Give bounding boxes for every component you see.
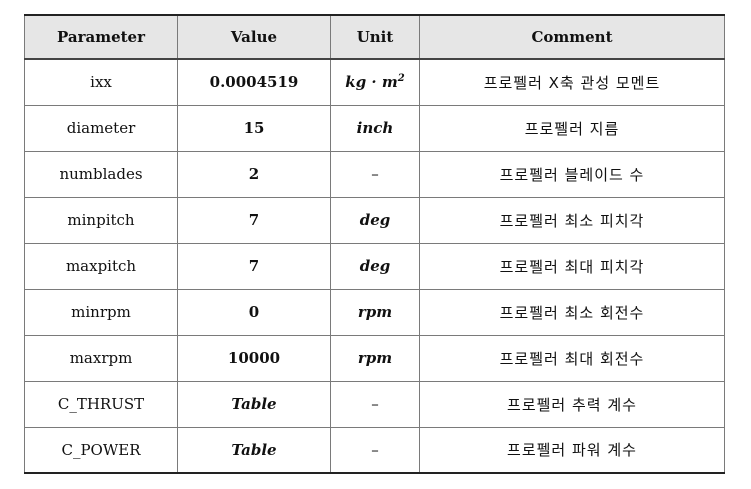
cell-parameter: C_POWER (24, 426, 178, 474)
cell-parameter: C_THRUST (24, 380, 178, 428)
cell-value: 7 (177, 196, 331, 244)
parameter-table: Parameter Value Unit Comment ixx 0.00045… (24, 14, 725, 474)
cell-comment: 프로펠러 지름 (419, 104, 725, 152)
cell-unit: – (330, 150, 420, 198)
table-row: C_POWER Table – 프로펠러 파워 계수 (24, 426, 725, 474)
cell-parameter: minrpm (24, 288, 178, 336)
cell-value: 7 (177, 242, 331, 290)
cell-comment: 프로펠러 최소 피치각 (419, 196, 725, 244)
cell-comment: 프로펠러 최대 피치각 (419, 242, 725, 290)
cell-value: 0.0004519 (177, 58, 331, 106)
header-parameter: Parameter (24, 14, 178, 60)
cell-unit: inch (330, 104, 420, 152)
table-row: numblades 2 – 프로펠러 블레이드 수 (24, 150, 725, 198)
cell-parameter: minpitch (24, 196, 178, 244)
table-row: ixx 0.0004519 kg · m2 프로펠러 X축 관성 모멘트 (24, 58, 725, 106)
cell-comment: 프로펠러 X축 관성 모멘트 (419, 58, 725, 106)
cell-comment: 프로펠러 최소 회전수 (419, 288, 725, 336)
cell-value: 10000 (177, 334, 331, 382)
table-row: minpitch 7 deg 프로펠러 최소 피치각 (24, 196, 725, 244)
table-row: diameter 15 inch 프로펠러 지름 (24, 104, 725, 152)
cell-unit: rpm (330, 334, 420, 382)
cell-unit: kg · m2 (330, 58, 420, 106)
cell-parameter: ixx (24, 58, 178, 106)
cell-value: Table (177, 426, 331, 474)
table-row: C_THRUST Table – 프로펠러 추력 계수 (24, 380, 725, 428)
cell-value: 15 (177, 104, 331, 152)
cell-parameter: numblades (24, 150, 178, 198)
cell-value: Table (177, 380, 331, 428)
cell-unit: – (330, 380, 420, 428)
cell-comment: 프로펠러 블레이드 수 (419, 150, 725, 198)
table-row: maxrpm 10000 rpm 프로펠러 최대 회전수 (24, 334, 725, 382)
header-value: Value (177, 14, 331, 60)
cell-value: 2 (177, 150, 331, 198)
cell-parameter: maxrpm (24, 334, 178, 382)
header-comment: Comment (419, 14, 725, 60)
cell-unit: rpm (330, 288, 420, 336)
cell-unit: deg (330, 196, 420, 244)
cell-parameter: maxpitch (24, 242, 178, 290)
table-row: maxpitch 7 deg 프로펠러 최대 피치각 (24, 242, 725, 290)
cell-unit: – (330, 426, 420, 474)
header-row: Parameter Value Unit Comment (24, 14, 725, 60)
cell-value: 0 (177, 288, 331, 336)
cell-comment: 프로펠러 추력 계수 (419, 380, 725, 428)
cell-comment: 프로펠러 최대 회전수 (419, 334, 725, 382)
unit-superscript: 2 (397, 73, 405, 85)
header-unit: Unit (330, 14, 420, 60)
cell-unit: deg (330, 242, 420, 290)
cell-comment: 프로펠러 파워 계수 (419, 426, 725, 474)
cell-parameter: diameter (24, 104, 178, 152)
unit-text: kg · m (345, 73, 398, 92)
table-row: minrpm 0 rpm 프로펠러 최소 회전수 (24, 288, 725, 336)
